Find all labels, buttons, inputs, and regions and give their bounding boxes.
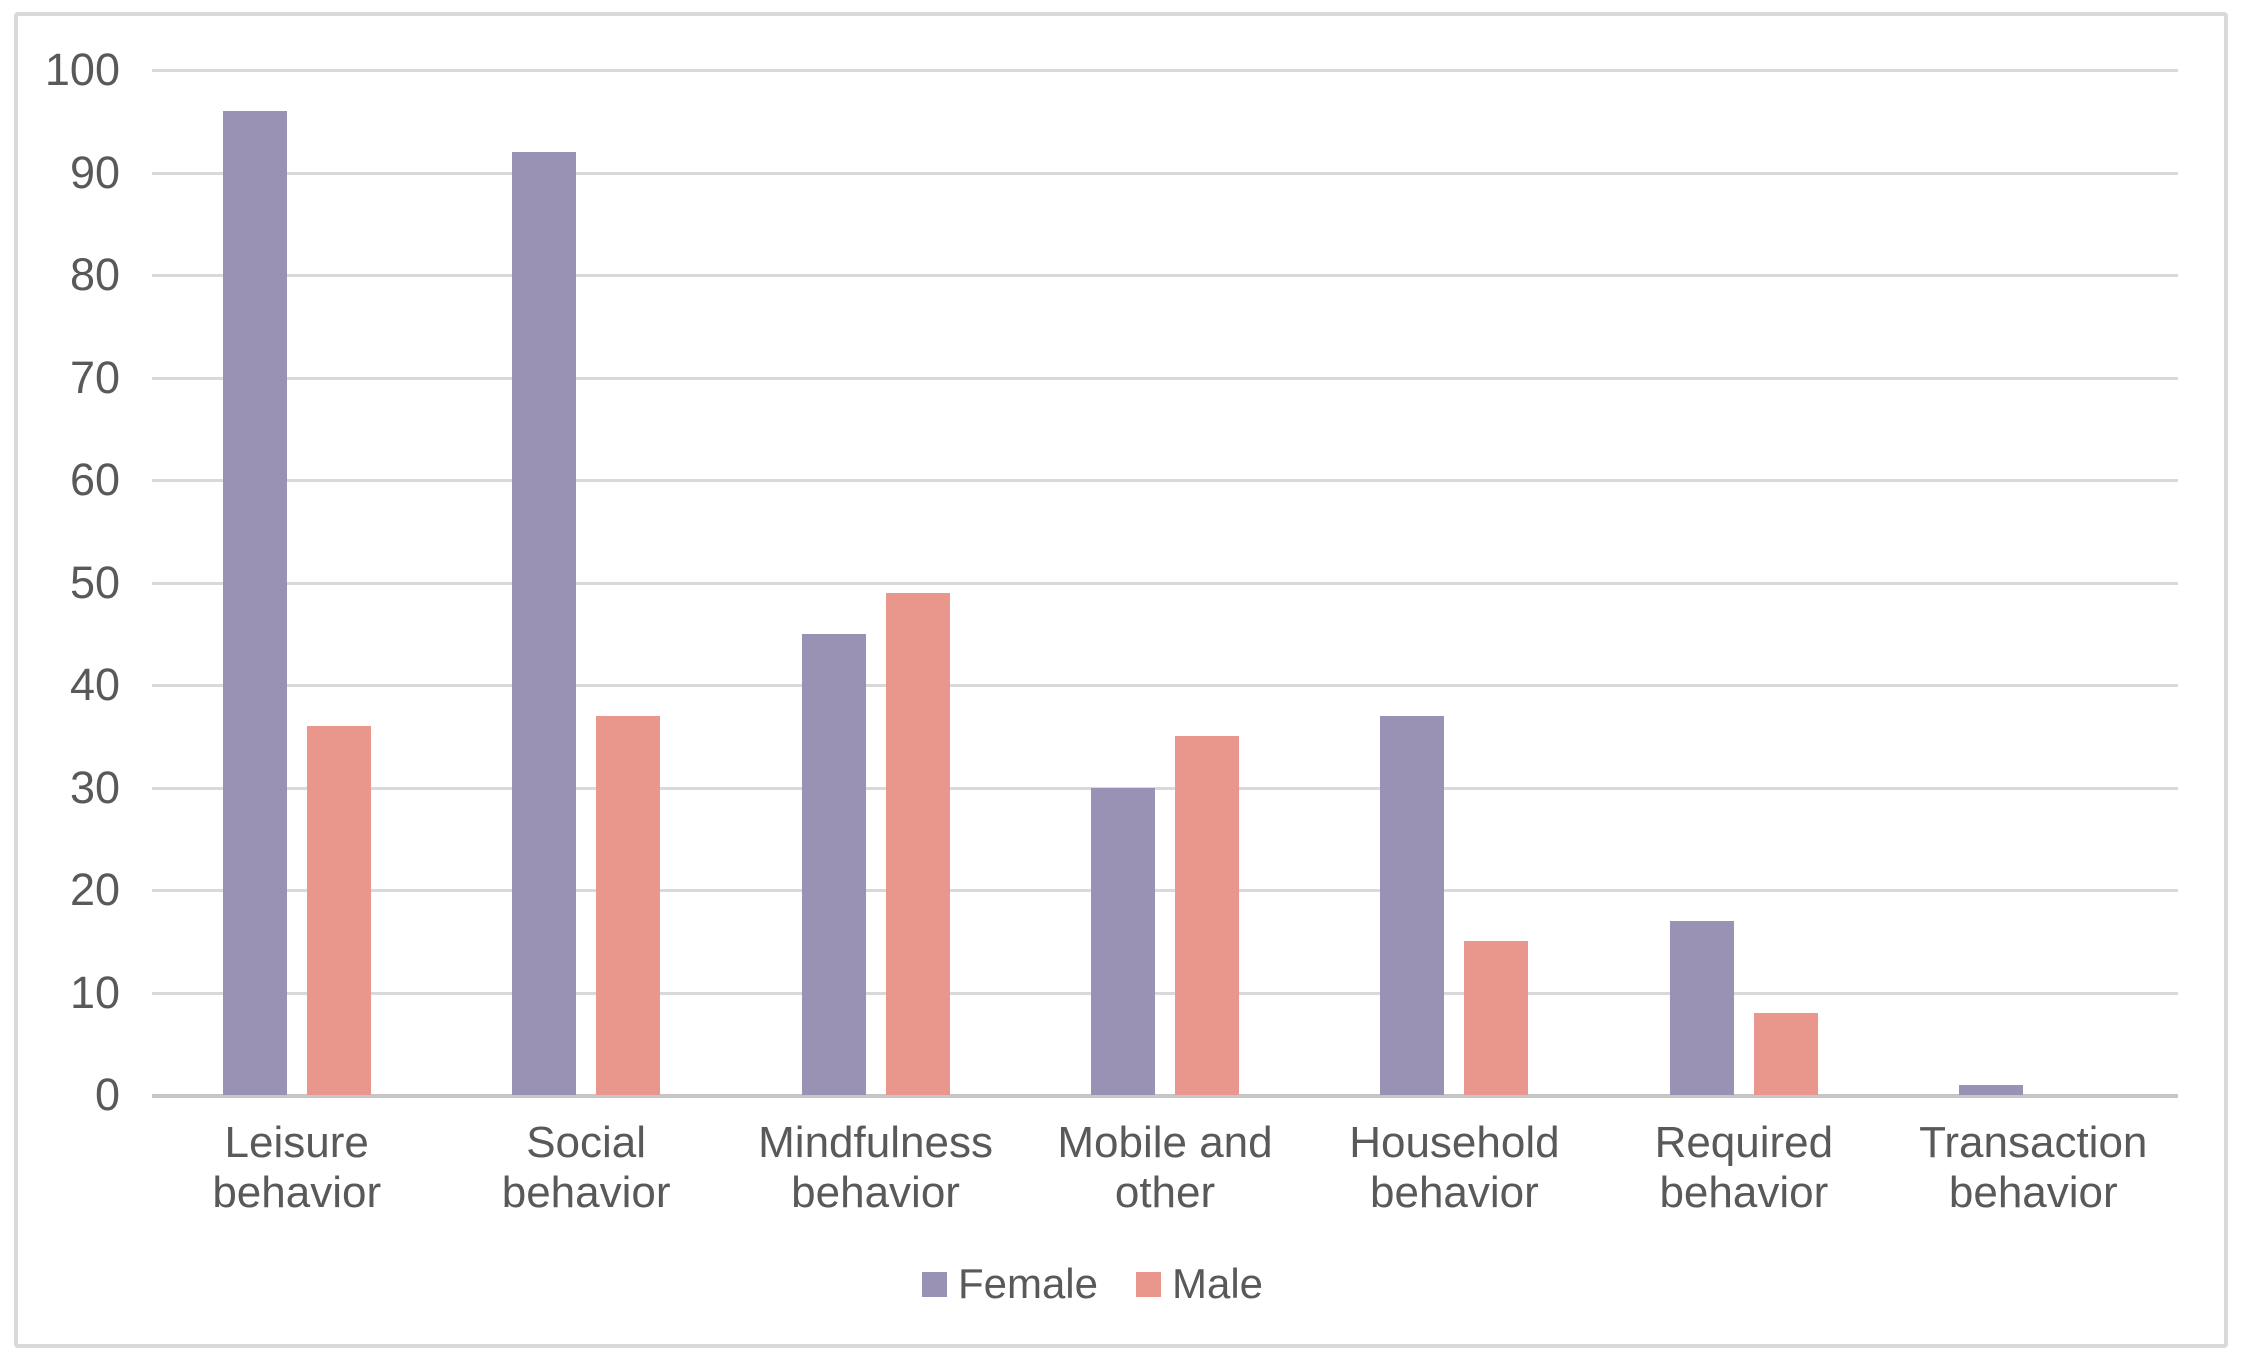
- x-category-label: Mobile and other: [1057, 1118, 1273, 1217]
- bar-male-1: [306, 726, 371, 1095]
- y-tick-label: 0: [94, 1069, 120, 1120]
- x-category-label: Transaction behavior: [1919, 1118, 2148, 1217]
- legend-swatch-female: [921, 1271, 947, 1297]
- legend-item-male: Male: [1136, 1260, 1263, 1308]
- bar-female-2: [512, 152, 577, 1095]
- y-tick-label: 70: [69, 351, 120, 403]
- gridline: [152, 274, 2178, 277]
- legend-swatch-male: [1136, 1271, 1161, 1297]
- x-category-label: Social behavior: [501, 1118, 671, 1217]
- gridline: [152, 684, 2178, 687]
- x-category-label: Household behavior: [1349, 1118, 1560, 1217]
- legend-label: Male: [1172, 1260, 1264, 1307]
- bar-female-3: [801, 633, 866, 1095]
- bar-male-4: [1175, 736, 1239, 1095]
- bar-male-2: [596, 715, 661, 1095]
- x-category-label: Leisure behavior: [212, 1118, 382, 1217]
- chart-frame: [14, 12, 2228, 1348]
- x-axis-line: [152, 1094, 2178, 1098]
- y-tick-label: 100: [44, 44, 120, 95]
- bar-female-1: [222, 111, 287, 1095]
- gridline: [152, 991, 2178, 995]
- x-category-label: Required behavior: [1654, 1118, 1834, 1217]
- y-tick-label: 10: [69, 966, 120, 1018]
- gridline: [152, 69, 2178, 72]
- legend: Female Male: [0, 1260, 2185, 1308]
- gridline: [152, 786, 2178, 790]
- y-tick-label: 60: [69, 454, 120, 505]
- bar-female-6: [1669, 920, 1734, 1095]
- y-tick-label: 20: [69, 864, 120, 915]
- gridline: [152, 479, 2178, 482]
- y-tick-label: 50: [69, 556, 120, 608]
- gridline: [152, 581, 2178, 585]
- bar-female-7: [1959, 1084, 2024, 1095]
- gridline: [152, 171, 2178, 175]
- x-category-label: Mindfulness behavior: [758, 1118, 993, 1217]
- bar-male-5: [1464, 941, 1529, 1095]
- y-tick-label: 90: [69, 146, 120, 198]
- gridline: [152, 889, 2178, 892]
- y-tick-label: 40: [69, 659, 120, 710]
- legend-label: Female: [957, 1260, 1098, 1307]
- bar-male-6: [1753, 1013, 1818, 1095]
- gridline: [152, 376, 2178, 380]
- y-tick-label: 30: [69, 761, 120, 813]
- legend-item-female: Female: [921, 1260, 1098, 1308]
- bar-female-5: [1380, 715, 1445, 1095]
- y-tick-label: 80: [69, 249, 120, 300]
- bar-female-4: [1091, 787, 1155, 1095]
- bar-male-3: [885, 592, 950, 1095]
